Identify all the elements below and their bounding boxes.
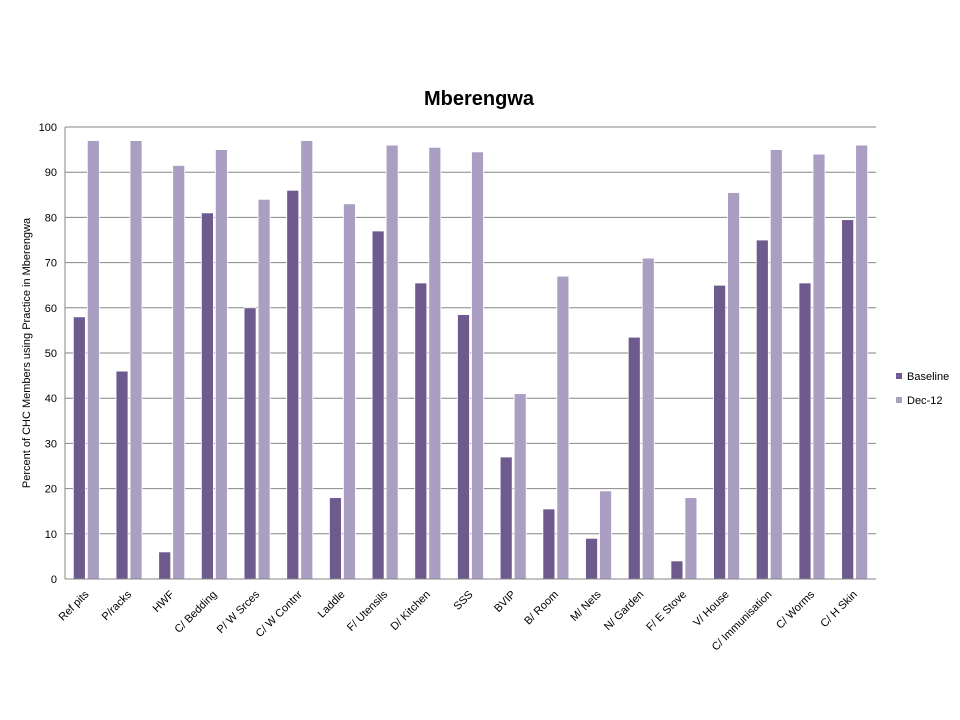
y-tick-label: 50 xyxy=(45,348,57,360)
x-tick-label: C/ W Contnr xyxy=(254,588,306,640)
chart-title: Mberengwa xyxy=(424,88,535,110)
y-tick-label: 20 xyxy=(45,484,57,496)
bar-baseline xyxy=(371,230,385,580)
bar-baseline xyxy=(585,537,598,580)
legend-label: Dec-12 xyxy=(907,395,942,407)
bar-dec-12 xyxy=(684,497,698,580)
gridlines xyxy=(65,126,876,535)
x-tick-label: B/ Room xyxy=(522,589,561,628)
bar-baseline xyxy=(499,456,513,580)
y-tick-label: 100 xyxy=(39,122,57,134)
bar-baseline xyxy=(627,336,641,580)
bar-baseline xyxy=(158,551,172,580)
bar-dec-12 xyxy=(257,198,271,580)
x-tick-label: P/racks xyxy=(100,588,135,623)
bar-dec-12 xyxy=(343,203,356,580)
legend-label: Baseline xyxy=(907,371,949,383)
bar-baseline xyxy=(200,212,214,580)
bar-dec-12 xyxy=(513,393,527,580)
x-tick-label: SSS xyxy=(452,589,476,613)
y-tick-label: 0 xyxy=(51,574,57,586)
legend-swatch xyxy=(896,397,902,403)
x-tick-label: HWF xyxy=(151,588,177,614)
y-tick-label: 10 xyxy=(45,529,57,541)
bar-dec-12 xyxy=(599,490,612,580)
y-tick-label: 60 xyxy=(45,303,57,315)
y-tick-label: 40 xyxy=(45,393,57,405)
x-tick-label: M/ Nets xyxy=(568,588,604,624)
x-tick-label: D/ Kitchen xyxy=(389,589,433,633)
x-tick-label: F/ E Stove xyxy=(644,589,689,634)
x-tick-label: N/ Garden xyxy=(602,589,646,633)
bar-baseline xyxy=(329,497,342,580)
x-tick-label: BVIP xyxy=(492,589,518,615)
bar-baseline xyxy=(798,282,812,580)
y-tick-labels: 0 10 20 30 40 50 60 70 80 90 100 xyxy=(39,122,57,586)
bar-dec-12 xyxy=(471,151,484,580)
x-tick-label: C/ Worms xyxy=(774,588,817,631)
bar-dec-12 xyxy=(855,144,869,580)
axes xyxy=(64,127,876,580)
bar-dec-12 xyxy=(812,153,826,580)
y-axis-title: Percent of CHC Members using Practice in… xyxy=(21,217,33,488)
bar-baseline xyxy=(670,560,684,580)
legend: Baseline Dec-12 xyxy=(896,371,949,407)
x-tick-label: Ref pits xyxy=(57,588,92,623)
bar-dec-12 xyxy=(727,192,741,580)
y-tick-label: 80 xyxy=(45,212,57,224)
bar-dec-12 xyxy=(214,149,228,580)
bar-dec-12 xyxy=(172,165,186,580)
bar-dec-12 xyxy=(300,140,314,580)
bar-baseline xyxy=(286,189,300,580)
bar-dec-12 xyxy=(428,146,442,580)
bar-baseline xyxy=(713,284,727,580)
bar-baseline xyxy=(243,307,257,580)
x-tick-label: C/ H Skin xyxy=(818,589,859,630)
bar-baseline xyxy=(414,282,428,580)
y-tick-label: 70 xyxy=(45,258,57,270)
bar-dec-12 xyxy=(86,140,100,580)
legend-swatch xyxy=(896,373,902,379)
x-tick-label: F/ Utensils xyxy=(345,588,391,634)
x-tick-label: Laddle xyxy=(316,589,348,621)
bar-baseline xyxy=(115,370,129,580)
bar-baseline xyxy=(841,219,855,580)
bar-baseline xyxy=(72,316,86,580)
y-tick-label: 90 xyxy=(45,167,57,179)
bars xyxy=(72,140,869,580)
bar-dec-12 xyxy=(769,149,783,580)
bar-dec-12 xyxy=(385,144,399,580)
y-tick-label: 30 xyxy=(45,438,57,450)
bar-dec-12 xyxy=(641,257,655,580)
x-tick-label: V/ House xyxy=(691,589,731,629)
bar-dec-12 xyxy=(556,275,570,580)
bar-baseline xyxy=(755,239,769,580)
bar-baseline xyxy=(457,314,470,580)
bar-baseline xyxy=(542,508,556,580)
bar-dec-12 xyxy=(129,140,143,580)
x-tick-label: C/ Bedding xyxy=(173,589,220,636)
